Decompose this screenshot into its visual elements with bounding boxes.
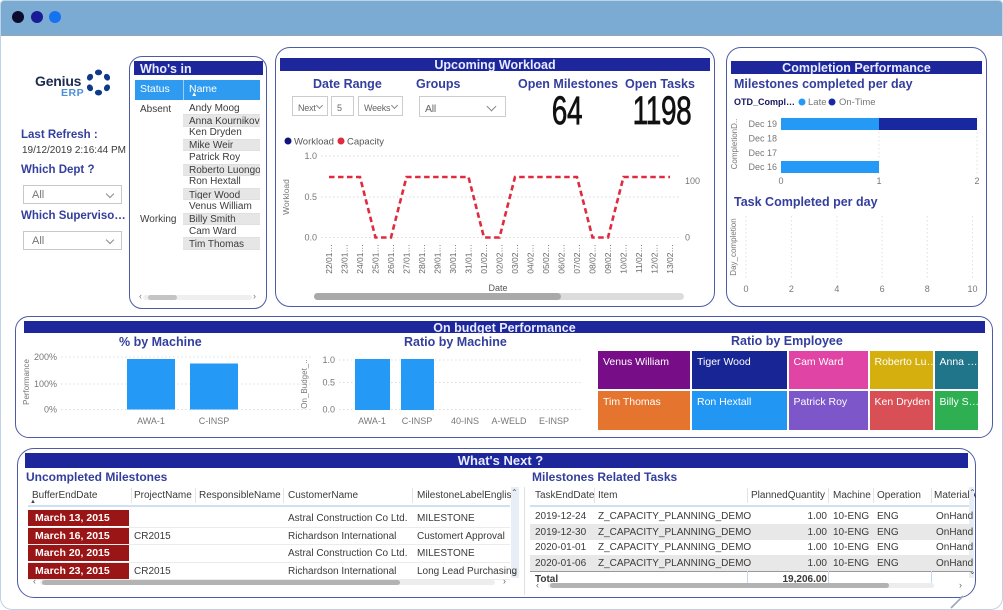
svg-text:25/01…: 25/01… [371, 244, 381, 274]
svg-text:10: 10 [967, 284, 977, 294]
svg-text:Workload: Workload [294, 137, 334, 148]
svg-text:E-INSP: E-INSP [539, 416, 569, 426]
svg-text:23/01…: 23/01… [340, 244, 350, 274]
svg-text:1.0: 1.0 [322, 355, 335, 365]
svg-text:29/01…: 29/01… [433, 244, 443, 274]
svg-text:Day_completion: Day_completion [729, 218, 738, 275]
svg-text:0: 0 [778, 176, 783, 186]
svg-text:03/02…: 03/02… [510, 244, 520, 274]
svg-text:40-INS: 40-INS [451, 416, 479, 426]
svg-text:0.0: 0.0 [304, 233, 317, 243]
svg-text:24/01…: 24/01… [355, 244, 365, 274]
svg-text:0.5: 0.5 [322, 378, 335, 388]
svg-text:0: 0 [743, 284, 748, 294]
svg-text:C-INSP: C-INSP [402, 416, 433, 426]
svg-text:Capacity: Capacity [347, 137, 384, 148]
svg-text:A-WELD: A-WELD [491, 416, 527, 426]
svg-text:0: 0 [685, 233, 690, 243]
svg-text:Date: Date [488, 283, 507, 293]
svg-text:30/01…: 30/01… [448, 244, 458, 274]
svg-text:Task Completed per day: Task Completed per day [734, 195, 878, 209]
svg-text:100%: 100% [34, 379, 57, 389]
svg-text:0.0: 0.0 [322, 405, 335, 415]
svg-text:Dec 17: Dec 17 [748, 148, 777, 158]
svg-text:On_Budget_..: On_Budget_.. [300, 359, 309, 408]
svg-text:07/02…: 07/02… [572, 244, 582, 274]
svg-text:0.5: 0.5 [304, 192, 317, 202]
svg-text:AWA-1: AWA-1 [358, 416, 386, 426]
svg-text:2: 2 [789, 284, 794, 294]
svg-text:0%: 0% [44, 405, 57, 415]
svg-text:11/02…: 11/02… [634, 244, 644, 273]
svg-text:Late: Late [808, 97, 827, 108]
svg-text:01/02…: 01/02… [479, 244, 489, 274]
svg-text:6: 6 [880, 284, 885, 294]
svg-text:C-INSP: C-INSP [199, 416, 230, 426]
svg-text:27/01…: 27/01… [402, 244, 412, 274]
svg-text:28/01…: 28/01… [417, 244, 427, 274]
svg-text:100: 100 [685, 176, 700, 186]
svg-text:26/01…: 26/01… [386, 244, 396, 274]
svg-text:Performance: Performance [22, 359, 31, 405]
svg-text:1.0: 1.0 [304, 151, 317, 161]
svg-text:OTD_Compl…: OTD_Compl… [734, 97, 795, 107]
svg-text:10/02…: 10/02… [619, 244, 629, 274]
svg-text:06/02…: 06/02… [557, 244, 567, 274]
svg-text:CompletionD..: CompletionD.. [730, 119, 739, 170]
svg-text:12/02…: 12/02… [650, 244, 660, 274]
svg-text:02/02…: 02/02… [495, 244, 505, 274]
svg-text:13/02…: 13/02… [665, 244, 675, 274]
svg-text:22/01…: 22/01… [324, 244, 334, 274]
svg-text:200%: 200% [34, 352, 57, 362]
svg-text:09/02…: 09/02… [603, 244, 613, 274]
svg-text:04/02…: 04/02… [526, 244, 536, 274]
svg-text:2: 2 [974, 176, 979, 186]
svg-text:4: 4 [834, 284, 839, 294]
svg-text:Dec 19: Dec 19 [748, 119, 777, 129]
svg-text:8: 8 [925, 284, 930, 294]
svg-text:Dec 18: Dec 18 [748, 134, 777, 144]
svg-text:On-Time: On-Time [839, 97, 876, 108]
svg-text:Dec 16: Dec 16 [748, 162, 777, 172]
svg-text:31/01…: 31/01… [464, 244, 474, 274]
svg-text:1: 1 [876, 176, 881, 186]
svg-text:AWA-1: AWA-1 [137, 416, 165, 426]
svg-text:Workload: Workload [281, 179, 291, 215]
svg-text:05/02…: 05/02… [541, 244, 551, 274]
svg-text:08/02…: 08/02… [588, 244, 598, 274]
